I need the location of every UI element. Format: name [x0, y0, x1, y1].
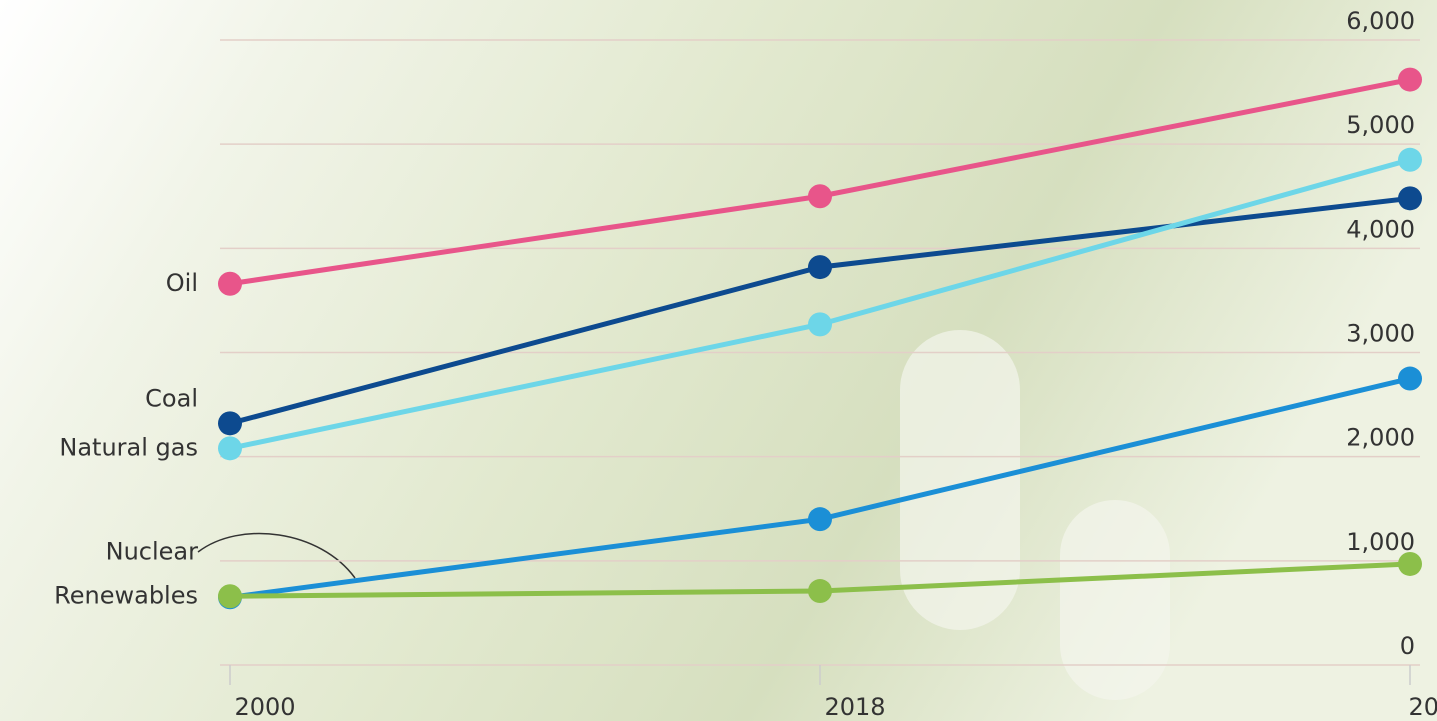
series-label: Nuclear	[106, 537, 199, 565]
series-label: Renewables	[54, 581, 198, 609]
y-tick-label: 4,000	[1346, 215, 1415, 243]
data-point	[1398, 67, 1422, 92]
annotation-arrow	[197, 532, 356, 579]
y-tick-label: 2,000	[1346, 424, 1415, 452]
background-shape	[1060, 500, 1170, 700]
y-tick-label: 0	[1400, 632, 1415, 660]
data-point	[218, 436, 242, 461]
data-point	[808, 579, 832, 604]
data-point	[1398, 186, 1422, 211]
data-point	[218, 271, 242, 296]
data-point	[1398, 147, 1422, 172]
data-point	[808, 507, 832, 532]
y-tick-label: 6,000	[1346, 7, 1415, 35]
y-tick-label: 1,000	[1346, 528, 1415, 556]
background-shape	[900, 330, 1020, 630]
y-tick-label: 3,000	[1346, 320, 1415, 348]
data-point	[218, 411, 242, 436]
x-tick-label: 2000	[234, 693, 295, 721]
series-label: Oil	[166, 269, 198, 297]
data-point	[808, 255, 832, 280]
y-tick-label: 5,000	[1346, 111, 1415, 139]
data-point	[808, 184, 832, 209]
series-label: Coal	[145, 384, 198, 412]
data-point	[1398, 551, 1422, 576]
series-label: Natural gas	[59, 433, 198, 461]
data-point	[1398, 366, 1422, 391]
data-point	[218, 584, 242, 609]
data-point	[808, 312, 832, 337]
x-tick-label: 2018	[824, 693, 885, 721]
x-tick-label: 2040*	[1408, 693, 1437, 721]
